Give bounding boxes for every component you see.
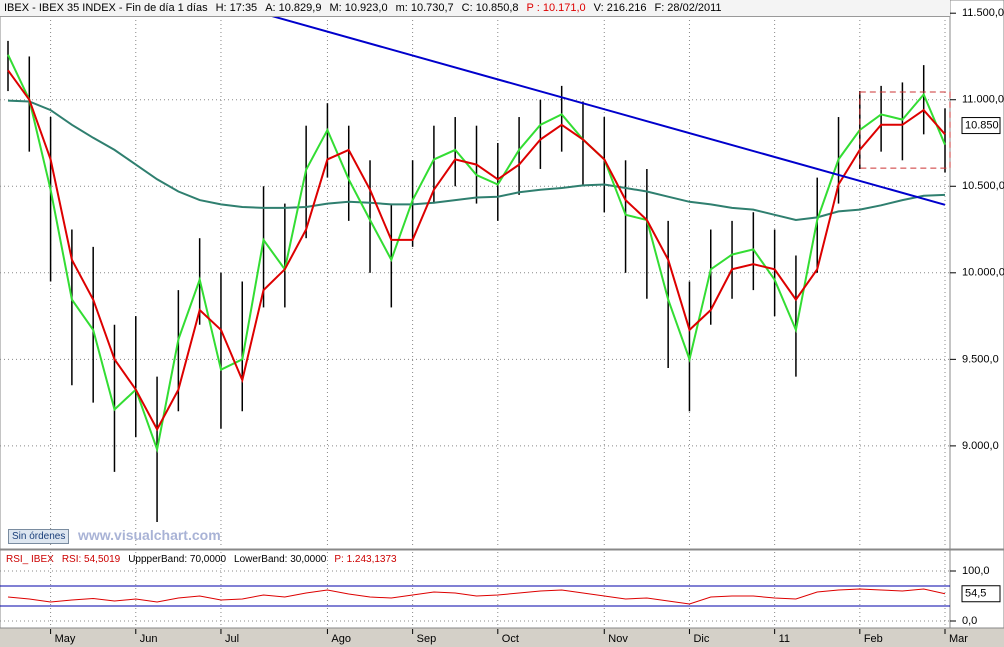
header-field: m: 10.730,7 <box>395 2 454 14</box>
y-tick-label: 10.000,0 <box>962 267 1004 279</box>
y-tick-label: 11.500,0 <box>962 7 1004 19</box>
header-field: IBEX - IBEX 35 INDEX - Fin de día 1 días <box>4 2 208 14</box>
rsi-header: RSI_ IBEX RSI: 54,5019 UppperBand: 70,0000… <box>6 553 397 566</box>
x-tick-label: May <box>55 633 76 645</box>
last-value-label: 10.850 <box>965 119 999 131</box>
rsi-panel <box>0 549 951 629</box>
range-box <box>859 91 951 169</box>
price-axis <box>949 0 1004 550</box>
y-tick-label: 100,0 <box>962 565 990 577</box>
orders-button[interactable]: Sin órdenes <box>8 529 70 544</box>
header-field: LowerBand: 30,0000 <box>234 554 327 565</box>
header-field: V: 216.216 <box>593 2 647 14</box>
x-tick-label: Feb <box>864 633 883 645</box>
y-tick-label: 11.000,0 <box>962 94 1004 106</box>
x-tick-label: Nov <box>608 633 628 645</box>
last-value-box <box>961 117 1001 135</box>
header: IBEX - IBEX 35 INDEX - Fin de día 1 días… <box>0 0 950 17</box>
y-tick-label: 9.000,0 <box>962 440 999 452</box>
x-tick-label: Jun <box>140 633 158 645</box>
x-tick-label: Oct <box>502 633 519 645</box>
header-field: RSI_ IBEX <box>6 554 54 565</box>
trend-line <box>263 12 946 206</box>
header-field: H: 17:35 <box>215 2 258 14</box>
watermark: www.visualchart.com <box>78 527 221 543</box>
last-value-box <box>961 585 1001 603</box>
y-tick-label: 0,0 <box>962 615 977 627</box>
x-tick-label: Jul <box>225 633 239 645</box>
series-line <box>7 54 946 454</box>
header-field: F: 28/02/2011 <box>654 2 722 14</box>
series-line <box>7 588 946 605</box>
series-line <box>7 99 946 222</box>
time-axis <box>0 629 1004 647</box>
main-panel <box>0 0 951 550</box>
header-field: UppperBand: 70,0000 <box>128 554 227 565</box>
header-field: M: 10.923,0 <box>329 2 388 14</box>
x-tick-label: Sep <box>417 633 437 645</box>
y-tick-label: 10.500,0 <box>962 180 1004 192</box>
header-field: RSI: 54,5019 <box>61 554 121 565</box>
x-tick-label: Mar <box>949 633 968 645</box>
x-tick-label: 11 <box>779 633 790 645</box>
series-line <box>7 69 946 432</box>
header-field: A: 10.829,9 <box>265 2 322 14</box>
header-field: P : 10.171,0 <box>526 2 586 14</box>
y-tick-label: 9.500,0 <box>962 353 999 365</box>
header-field: C: 10.850,8 <box>461 2 519 14</box>
x-tick-label: Dic <box>693 633 709 645</box>
last-value-label: 54,5 <box>965 588 986 600</box>
x-tick-label: Ago <box>331 633 351 645</box>
header-field: P: 1.243,1373 <box>334 554 397 565</box>
